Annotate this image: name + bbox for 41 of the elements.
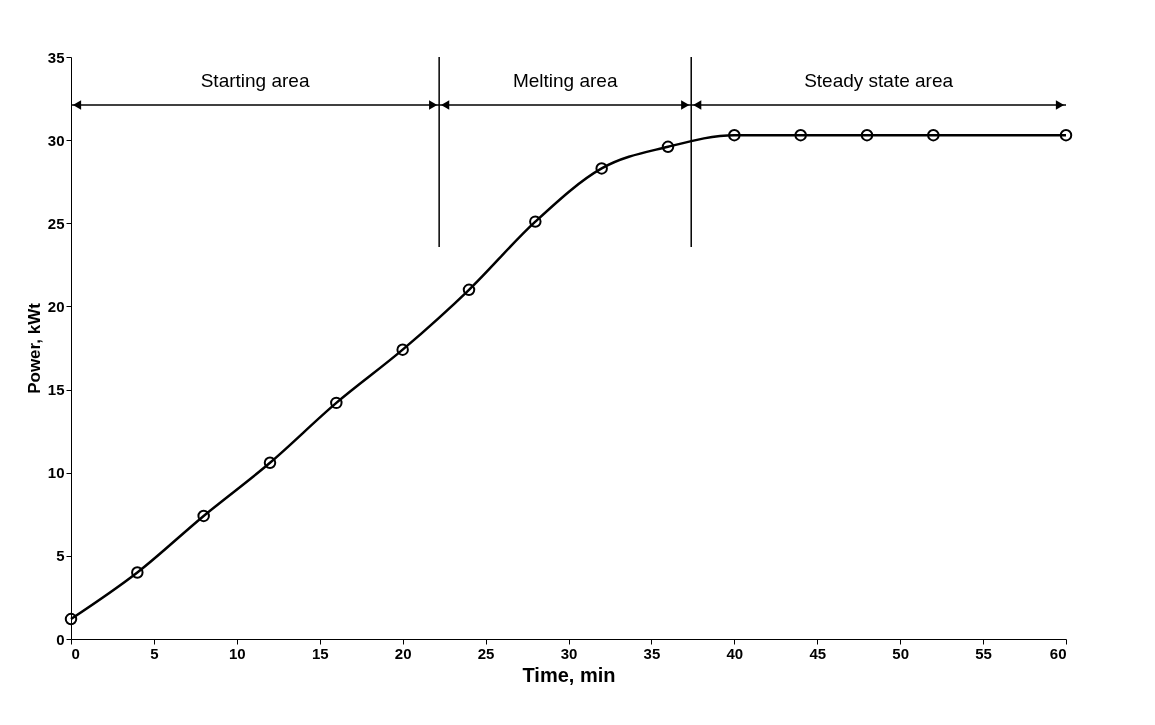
- x-tick-label: 15: [311, 644, 329, 662]
- point: [462, 283, 476, 297]
- point: [529, 215, 542, 228]
- point: [794, 128, 807, 142]
- point: [330, 396, 343, 410]
- y-axis-title: Power, kWt: [24, 302, 44, 394]
- point: [595, 162, 608, 175]
- point: [263, 456, 277, 469]
- y-tick-label: 30: [47, 131, 65, 149]
- y-tick-label: 15: [47, 381, 65, 399]
- y-tick-label: 25: [47, 214, 65, 232]
- annotation: Melting area: [512, 70, 618, 91]
- x-tick-label: 50: [892, 644, 910, 662]
- annotation: Steady state area: [804, 70, 954, 91]
- x-axis-title: Time, min: [522, 663, 616, 686]
- x-tick-label: 25: [477, 644, 495, 662]
- point: [197, 509, 210, 523]
- point: [64, 612, 78, 626]
- point: [1059, 128, 1073, 142]
- x-tick-label: 40: [726, 644, 744, 662]
- point: [927, 128, 940, 142]
- x-tick-label: 20: [394, 644, 412, 662]
- x-tick-label: 5: [150, 644, 159, 662]
- point: [860, 128, 874, 142]
- x-tick-label: 45: [809, 644, 827, 662]
- point: [728, 128, 741, 142]
- y-tick-label: 10: [47, 464, 65, 482]
- point: [661, 140, 675, 154]
- y-tick-label: 0: [56, 630, 65, 648]
- point: [131, 566, 144, 579]
- y-tick-label: 5: [56, 547, 65, 565]
- x-tick-label: 0: [71, 644, 80, 662]
- x-tick-label: 60: [1049, 644, 1067, 662]
- x-tick-label: 35: [643, 644, 661, 662]
- x-tick-label: 55: [975, 644, 992, 662]
- y-tick-label: 20: [47, 297, 65, 315]
- y-tick-label: 35: [47, 48, 65, 66]
- x-tick-label: 10: [228, 644, 246, 662]
- x-tick-label: 30: [560, 644, 578, 662]
- point: [396, 343, 409, 356]
- annotation: Starting area: [200, 70, 310, 91]
